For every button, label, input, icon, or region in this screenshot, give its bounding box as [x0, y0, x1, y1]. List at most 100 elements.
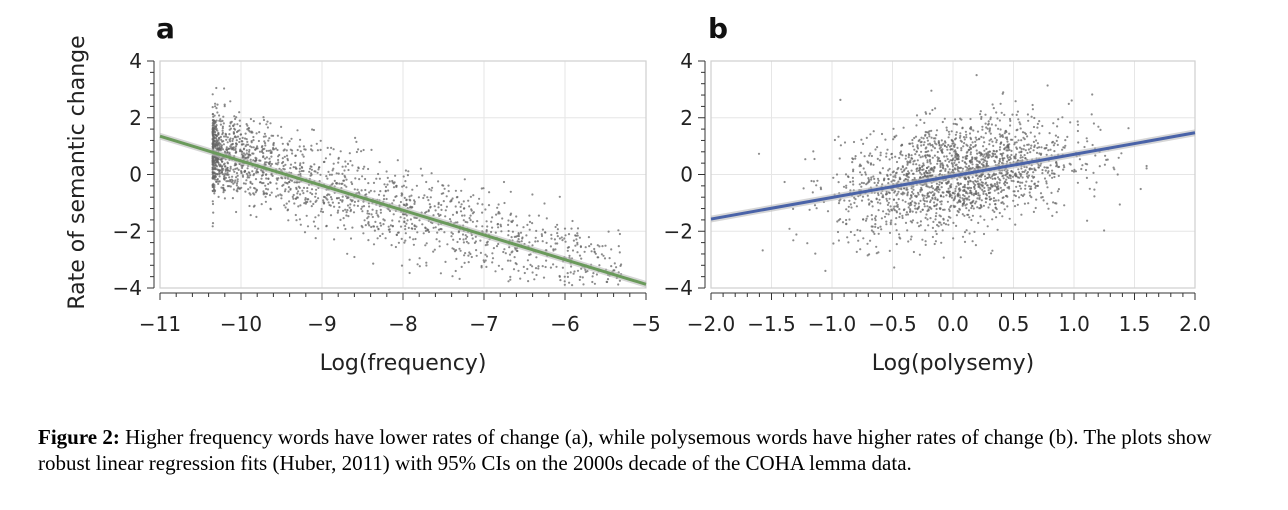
scatter-point	[969, 151, 973, 154]
scatter-point	[1061, 148, 1064, 151]
scatter-point	[464, 220, 467, 223]
scatter-point	[469, 214, 472, 217]
scatter-point	[866, 242, 869, 245]
scatter-point	[942, 222, 946, 225]
scatter-point	[1010, 169, 1013, 173]
scatter-point	[244, 153, 247, 156]
scatter-point	[529, 263, 532, 266]
scatter-point	[248, 176, 251, 179]
scatter-point	[275, 182, 278, 185]
scatter-point	[1006, 160, 1009, 163]
scatter-point	[946, 200, 950, 203]
scatter-point	[1069, 121, 1072, 124]
scatter-point	[979, 110, 982, 113]
scatter-point	[250, 131, 253, 134]
scatter-point	[321, 210, 325, 214]
scatter-point	[342, 209, 345, 212]
scatter-point	[342, 217, 345, 220]
scatter-point	[914, 135, 918, 138]
scatter-point	[332, 162, 335, 165]
scatter-point	[497, 242, 500, 246]
scatter-point	[574, 244, 577, 247]
scatter-point	[211, 142, 214, 146]
scatter-point	[920, 150, 923, 153]
scatter-point	[866, 215, 869, 218]
scatter-point	[414, 237, 417, 241]
scatter-point	[543, 202, 546, 205]
scatter-point	[351, 226, 354, 229]
scatter-point	[439, 272, 442, 275]
scatter-point	[1012, 180, 1015, 183]
scatter-point	[1038, 146, 1041, 149]
scatter-point	[915, 163, 918, 166]
scatter-point	[1020, 147, 1023, 150]
scatter-point	[284, 181, 287, 184]
scatter-point	[252, 135, 255, 139]
scatter-point	[928, 112, 932, 115]
scatter-point	[863, 155, 866, 158]
scatter-point	[1018, 146, 1022, 149]
scatter-point	[1023, 154, 1026, 157]
scatter-point	[960, 149, 963, 152]
scatter-point	[981, 181, 985, 184]
scatter-point	[865, 183, 868, 186]
scatter-point	[283, 148, 286, 151]
scatter-point	[923, 171, 926, 174]
scatter-point	[835, 173, 839, 176]
scatter-point	[571, 284, 574, 287]
scatter-point	[256, 147, 259, 150]
scatter-point	[336, 197, 339, 200]
scatter-point	[339, 198, 342, 202]
scatter-point	[1009, 174, 1012, 177]
scatter-point	[838, 199, 841, 202]
scatter-point	[971, 141, 974, 144]
scatter-point	[337, 161, 340, 164]
scatter-point	[1035, 151, 1039, 154]
scatter-point	[954, 152, 957, 155]
scatter-point	[891, 209, 894, 212]
scatter-point	[972, 194, 975, 197]
scatter-point	[580, 257, 583, 260]
scatter-point	[950, 130, 953, 133]
scatter-point	[958, 194, 961, 197]
scatter-point	[810, 179, 813, 183]
scatter-point	[248, 150, 251, 153]
scatter-point	[1051, 176, 1054, 179]
scatter-point	[1086, 219, 1089, 222]
scatter-point	[491, 261, 494, 264]
scatter-point	[1004, 194, 1008, 198]
scatter-point	[608, 257, 611, 260]
scatter-point	[998, 148, 1002, 151]
scatter-point	[317, 166, 321, 169]
scatter-point	[923, 121, 926, 124]
scatter-point	[276, 148, 279, 152]
scatter-point	[384, 189, 387, 192]
scatter-point	[556, 223, 559, 226]
scatter-point	[541, 240, 544, 243]
scatter-point	[914, 194, 917, 197]
scatter-point	[404, 232, 407, 235]
scatter-point	[437, 212, 440, 216]
scatter-point	[454, 189, 457, 192]
scatter-point	[436, 231, 439, 234]
scatter-point	[534, 240, 537, 243]
scatter-point	[995, 216, 998, 219]
scatter-point	[1030, 115, 1033, 118]
scatter-point	[994, 184, 997, 188]
scatter-point	[528, 241, 531, 244]
scatter-point	[508, 253, 512, 256]
scatter-point	[1010, 149, 1013, 152]
x-tick-label: −0.5	[868, 312, 917, 336]
scatter-point	[254, 178, 258, 181]
scatter-point	[898, 156, 901, 160]
scatter-point	[879, 202, 882, 205]
scatter-point	[921, 238, 924, 241]
scatter-point	[1019, 174, 1022, 178]
scatter-point	[439, 213, 442, 217]
scatter-point	[954, 159, 957, 162]
scatter-point	[481, 203, 484, 206]
scatter-point	[448, 218, 452, 221]
scatter-point	[876, 146, 879, 149]
scatter-point	[933, 147, 937, 150]
scatter-point	[973, 186, 976, 189]
